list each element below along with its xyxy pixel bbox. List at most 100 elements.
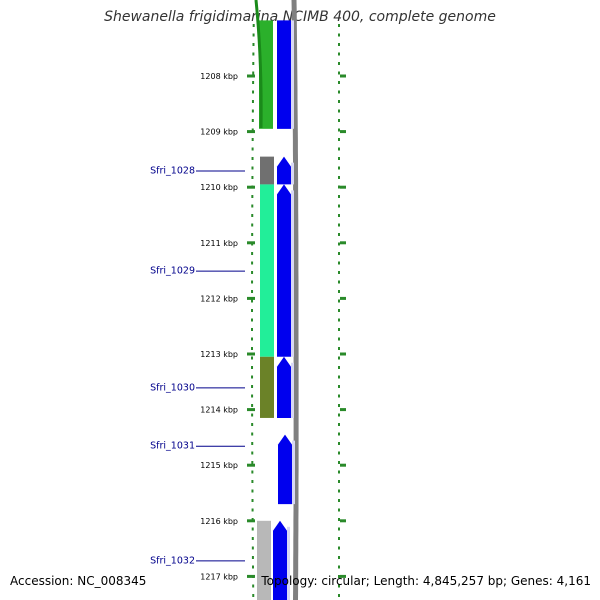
inner-ring-dot — [251, 546, 254, 550]
inner-ring-dot — [251, 480, 254, 483]
inner-ring-dot — [251, 366, 254, 369]
inner-ring-dot — [251, 451, 254, 455]
inner-ring-dot — [251, 119, 254, 122]
inner-ring-dot — [252, 81, 255, 84]
outer-ring-dot — [338, 461, 340, 464]
cds-shadow — [291, 20, 294, 129]
outer-ring-dot — [338, 518, 340, 521]
outer-ring-dot — [338, 309, 340, 312]
inner-ring-dot — [251, 470, 254, 474]
outer-major-tick — [340, 352, 346, 356]
inner-ring-dot — [251, 385, 254, 388]
outer-major-tick — [340, 408, 346, 412]
outer-ring-dot — [338, 185, 340, 189]
outer-ring-dot — [338, 33, 340, 37]
inner-ring-dot — [251, 337, 254, 341]
outer-ring-dot — [338, 375, 340, 379]
inner-ring-dot — [251, 299, 254, 303]
outer-ring-dot — [338, 52, 340, 56]
inner-ring-dot — [251, 214, 254, 217]
outer-major-tick — [340, 130, 346, 134]
major-tick — [247, 74, 255, 78]
inner-ring-dot — [252, 62, 255, 65]
inner-ring-dot — [251, 252, 254, 255]
outer-ring-dot — [338, 337, 340, 341]
inner-ring-dot — [251, 556, 254, 559]
outer-ring-dot — [338, 404, 340, 407]
tick-label: 1210 kbp — [200, 183, 238, 192]
outer-major-tick — [340, 74, 346, 78]
outer-major-tick — [340, 241, 346, 245]
outer-ring-dot — [338, 451, 340, 455]
outer-ring-dot — [338, 423, 340, 426]
major-tick — [247, 352, 255, 356]
outer-ring-dot — [338, 413, 340, 417]
inner-ring-dot — [251, 204, 254, 208]
inner-ring-dot — [252, 584, 255, 588]
outer-ring-dot — [338, 394, 340, 398]
inner-ring-dot — [251, 423, 254, 426]
inner-ring-dot — [251, 271, 254, 274]
outer-ring-dot — [338, 347, 340, 350]
inner-ring-dot — [251, 138, 254, 141]
inner-ring-dot — [251, 328, 254, 331]
cds-shadow — [291, 190, 294, 357]
inner-ring-dot — [251, 375, 254, 379]
major-tick — [247, 574, 255, 578]
gene-block — [260, 156, 274, 185]
inner-ring-dot — [251, 166, 254, 170]
gene-label: Sfri_1032 — [150, 555, 195, 566]
inner-ring-dot — [251, 461, 254, 464]
outer-ring-dot — [338, 204, 340, 208]
inner-ring-dot — [251, 442, 254, 445]
major-tick — [247, 185, 255, 189]
inner-ring-dot — [252, 594, 255, 597]
outer-ring-dot — [338, 223, 340, 227]
inner-ring-dot — [252, 52, 255, 56]
cds-shadow — [291, 362, 294, 418]
inner-ring-dot — [251, 537, 254, 540]
inner-ring-dot — [251, 413, 254, 417]
outer-ring-dot — [338, 43, 340, 46]
outer-ring-dot — [338, 584, 340, 588]
outer-ring-dot — [338, 233, 340, 236]
inner-ring-dot — [252, 24, 255, 27]
outer-ring-dot — [338, 470, 340, 474]
outer-ring-dot — [338, 432, 340, 436]
inner-ring-dot — [251, 109, 254, 113]
inner-ring-dot — [251, 347, 254, 350]
outer-ring-dot — [338, 489, 340, 493]
major-tick — [247, 296, 255, 300]
cds-shadow — [287, 526, 290, 600]
major-tick — [247, 408, 255, 412]
cds-arrow — [273, 520, 287, 600]
major-tick — [247, 463, 255, 467]
outer-ring-dot — [338, 166, 340, 170]
inner-ring-dot — [251, 223, 254, 227]
outer-ring-dot — [338, 280, 340, 284]
outer-ring-dot — [338, 527, 340, 531]
inner-ring-dot — [251, 527, 254, 531]
outer-ring-dot — [338, 594, 340, 597]
outer-ring-dot — [338, 290, 340, 293]
gene-block — [260, 184, 274, 357]
outer-ring-dot — [338, 271, 340, 274]
tick-label: 1209 kbp — [200, 128, 238, 137]
outer-ring-dot — [338, 537, 340, 540]
outer-ring-dot — [338, 128, 340, 132]
outer-ring-dot — [338, 195, 340, 198]
major-tick — [247, 130, 255, 134]
gene-block — [257, 520, 271, 600]
outer-ring-dot — [338, 385, 340, 388]
outer-ring-dot — [338, 261, 340, 265]
tick-label: 1208 kbp — [200, 72, 238, 81]
outer-ring-dot — [338, 90, 340, 94]
gene-edge — [254, 0, 263, 129]
outer-ring-dot — [338, 356, 340, 360]
inner-ring-dot — [251, 128, 254, 132]
tick-label: 1213 kbp — [200, 350, 238, 359]
inner-ring-dot — [251, 147, 254, 151]
genome-summary: Topology: circular; Length: 4,845,257 bp… — [261, 574, 591, 588]
inner-ring-dot — [251, 394, 254, 398]
